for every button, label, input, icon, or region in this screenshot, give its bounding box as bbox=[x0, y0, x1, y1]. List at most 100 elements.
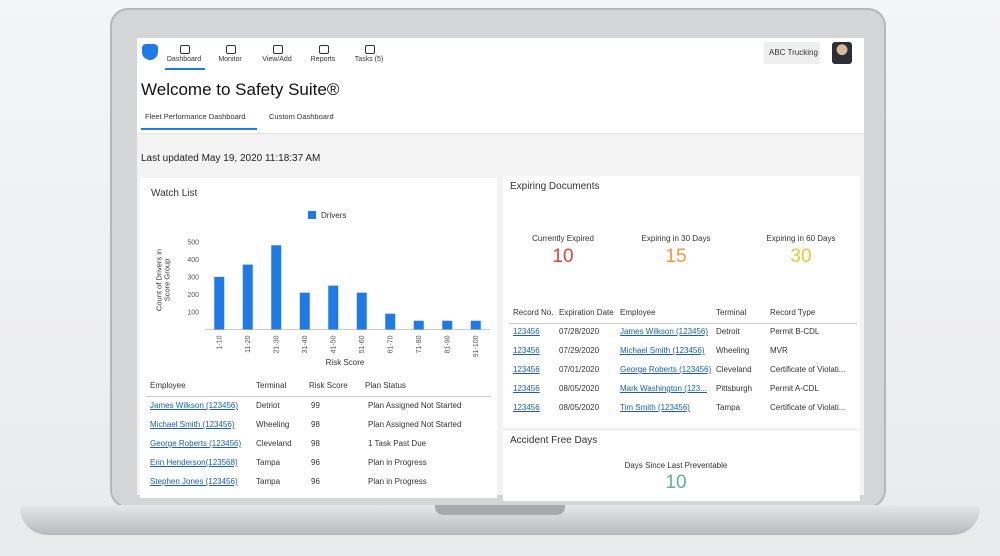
y-tick-label: 500 bbox=[187, 239, 199, 246]
x-tick-label: 61-70 bbox=[387, 335, 394, 353]
y-axis-label: Count of Drivers in Score Group bbox=[154, 248, 172, 312]
employee-link[interactable]: Erin Henderson(123568) bbox=[150, 458, 238, 467]
cell: 07/01/2020 bbox=[559, 365, 600, 374]
record-link[interactable]: 123456 bbox=[513, 384, 540, 393]
stat-label: Days Since Last Preventable bbox=[624, 461, 728, 470]
company-name: ABC Trucking bbox=[769, 48, 818, 57]
bar bbox=[413, 320, 424, 330]
x-axis-label: Risk Score bbox=[326, 358, 365, 367]
nav-item[interactable]: Tasks (5) bbox=[354, 56, 384, 63]
tab-underline bbox=[141, 128, 257, 130]
cell: Certificate of Violati... bbox=[770, 365, 846, 374]
cell: Plan in Progress bbox=[368, 477, 427, 486]
cell: 07/28/2020 bbox=[559, 327, 600, 336]
employee-link[interactable]: Stephen Jones (123456) bbox=[150, 477, 238, 486]
stat-label: Expiring in 30 Days bbox=[641, 234, 711, 243]
record-link[interactable]: Tim Smith (123456) bbox=[620, 403, 690, 412]
company-box bbox=[764, 42, 820, 64]
nav-item[interactable]: View/Add bbox=[262, 56, 292, 63]
bar bbox=[242, 264, 253, 330]
record-link[interactable]: 123456 bbox=[513, 403, 540, 412]
cell: 08/05/2020 bbox=[559, 403, 600, 412]
tab[interactable]: Custom Dashboard bbox=[269, 112, 334, 121]
x-tick-label: 41-50 bbox=[330, 335, 337, 353]
cell: 96 bbox=[311, 458, 320, 467]
nav-icon bbox=[273, 45, 283, 54]
column-header: Plan Status bbox=[365, 381, 406, 390]
cell: Tampa bbox=[716, 403, 741, 412]
employee-link[interactable]: Michael Smith (123456) bbox=[150, 420, 235, 429]
cell: Pittsburgh bbox=[716, 384, 753, 393]
x-tick-label: 1-10 bbox=[216, 335, 223, 349]
nav-icon bbox=[180, 45, 190, 54]
tab[interactable]: Fleet Performance Dashboard bbox=[145, 112, 246, 121]
bar bbox=[328, 285, 339, 330]
card-title: Watch List bbox=[151, 188, 198, 199]
nav-item[interactable]: Monitor bbox=[218, 56, 242, 63]
record-link[interactable]: 123456 bbox=[513, 327, 540, 336]
bar-chart: Drivers 100 200 300 400 500 1-10 11-20 21-30 31-4… bbox=[187, 211, 490, 367]
column-header: Terminal bbox=[256, 381, 287, 390]
cell: 08/05/2020 bbox=[559, 384, 600, 393]
stat-value: 10 bbox=[552, 246, 574, 267]
record-link[interactable]: George Roberts (123456) bbox=[620, 365, 712, 374]
watch-card bbox=[140, 178, 497, 498]
record-link[interactable]: Mark Washington (123... bbox=[620, 384, 707, 393]
cell: MVR bbox=[770, 346, 788, 355]
table-line bbox=[509, 323, 857, 324]
cell: Detroit bbox=[716, 327, 740, 336]
bar bbox=[271, 245, 282, 330]
table-line bbox=[146, 396, 491, 397]
cell: Plan Assigned Not Started bbox=[368, 401, 462, 410]
cell: Plan Assigned Not Started bbox=[368, 420, 462, 429]
nav-item[interactable]: Dashboard bbox=[166, 56, 202, 63]
x-tick-label: 71-80 bbox=[416, 335, 423, 353]
cell: Certificate of Violati... bbox=[770, 403, 846, 412]
bar bbox=[470, 320, 481, 330]
accident-card bbox=[503, 431, 860, 501]
record-link[interactable]: Michael Smith (123456) bbox=[620, 346, 705, 355]
cell: Tampa bbox=[256, 458, 281, 467]
bar bbox=[299, 292, 310, 330]
cell: 98 bbox=[311, 439, 320, 448]
x-tick-label: 81-90 bbox=[444, 335, 451, 353]
legend-swatch bbox=[308, 211, 316, 219]
bar bbox=[356, 292, 367, 330]
stat-value: 15 bbox=[665, 246, 687, 267]
cell: Cleveland bbox=[716, 365, 752, 374]
column-header: Employee bbox=[620, 308, 656, 317]
nav-item[interactable]: Reports bbox=[310, 56, 336, 63]
record-link[interactable]: James Wilkson (123456) bbox=[620, 327, 709, 336]
logo bbox=[142, 44, 158, 60]
column-header: Record Type bbox=[770, 308, 816, 317]
stat-value: 30 bbox=[790, 246, 812, 267]
stat-label: Currently Expired bbox=[532, 234, 594, 243]
column-header: Employee bbox=[150, 381, 186, 390]
card-title: Accident Free Days bbox=[510, 435, 598, 446]
cell: 99 bbox=[311, 401, 320, 410]
column-header: Terminal bbox=[716, 308, 747, 317]
cell: 96 bbox=[311, 477, 320, 486]
cell: Tampa bbox=[256, 477, 281, 486]
x-tick-label: 51-60 bbox=[359, 335, 366, 353]
employee-link[interactable]: James Wilkson (123456) bbox=[150, 401, 239, 410]
cell: 98 bbox=[311, 420, 320, 429]
base-notch bbox=[435, 505, 565, 515]
stat-value: 10 bbox=[665, 472, 687, 493]
x-tick-label: 11-20 bbox=[245, 335, 252, 352]
y-tick-label: 200 bbox=[187, 292, 199, 299]
record-link[interactable]: 123456 bbox=[513, 346, 540, 355]
cell: Permit A-CDL bbox=[770, 384, 819, 393]
expiring-card bbox=[503, 176, 860, 428]
nav-icon bbox=[365, 45, 375, 54]
y-tick-label: 100 bbox=[187, 309, 199, 316]
column-header: Risk Score bbox=[309, 381, 348, 390]
record-link[interactable]: 123456 bbox=[513, 365, 540, 374]
nav-underline bbox=[165, 68, 205, 70]
employee-link[interactable]: George Roberts (123456) bbox=[150, 439, 242, 448]
bar bbox=[214, 276, 225, 330]
top-bar bbox=[137, 38, 864, 134]
cell: 1 Task Past Due bbox=[368, 439, 427, 448]
cell: Cleveland bbox=[256, 439, 292, 448]
